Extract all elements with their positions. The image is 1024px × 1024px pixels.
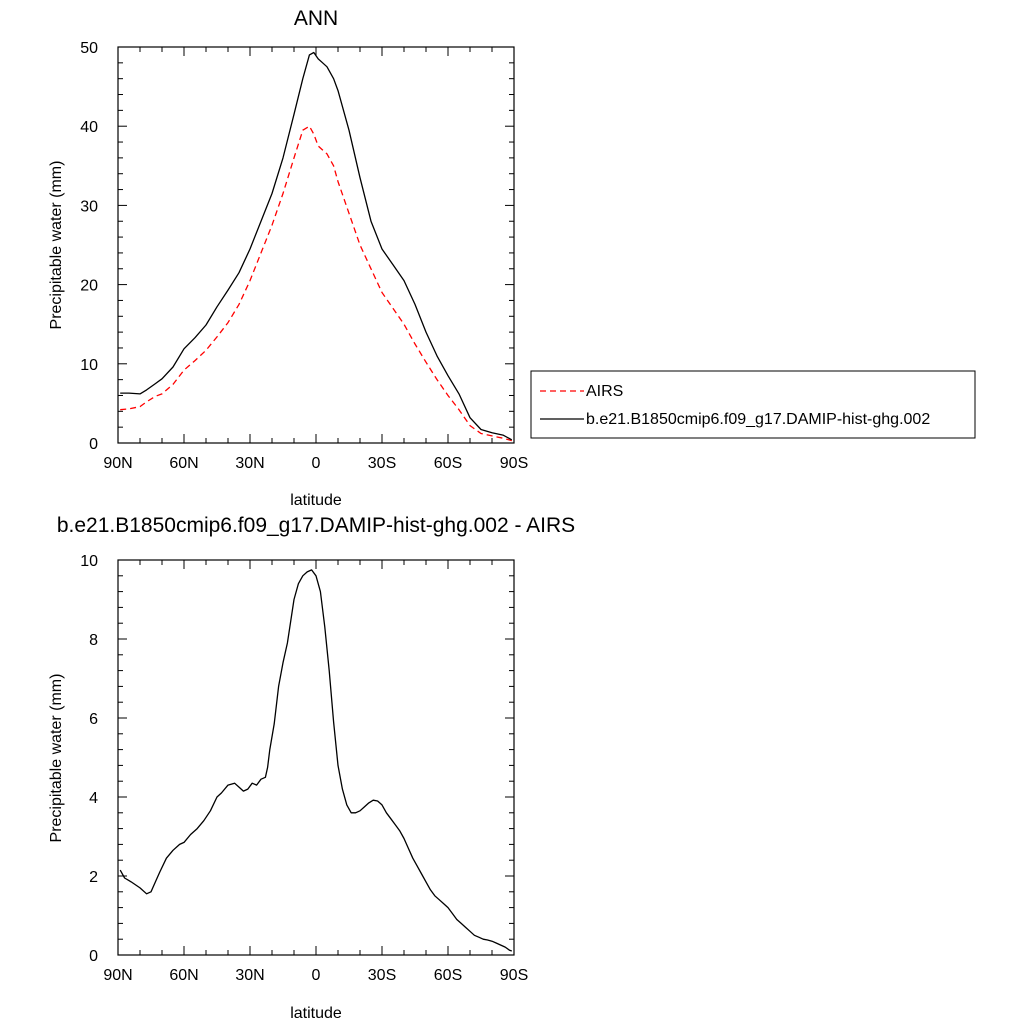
y-tick-label: 50 [80, 40, 98, 57]
legend: AIRS b.e21.B1850cmip6.f09_g17.DAMIP-hist… [530, 370, 976, 439]
series-line-0 [119, 569, 512, 952]
x-tick-label: 90S [500, 967, 528, 984]
y-tick-label: 4 [89, 790, 98, 807]
x-tick-label: 60S [434, 967, 462, 984]
x-tick-label: 0 [312, 455, 321, 472]
plot-frame [117, 559, 515, 956]
y-axis-label: Precipitable water (mm) [48, 674, 65, 843]
y-tick-label: 10 [80, 553, 98, 570]
y-tick-label: 30 [80, 198, 98, 215]
y-tick-label: 2 [89, 869, 98, 886]
y-axis-label: Precipitable water (mm) [48, 161, 65, 330]
legend-box [530, 370, 976, 439]
x-tick-label: 90S [500, 455, 528, 472]
chart-title: ANN [294, 7, 338, 30]
y-tick-label: 0 [89, 948, 98, 965]
y-tick-label: 0 [89, 436, 98, 453]
x-axis-label: latitude [290, 1005, 342, 1022]
x-tick-label: 60N [169, 455, 198, 472]
chart-title: b.e21.B1850cmip6.f09_g17.DAMIP-hist-ghg.… [57, 514, 575, 537]
series-line-1 [120, 51, 513, 441]
bottom-panel: b.e21.B1850cmip6.f09_g17.DAMIP-hist-ghg.… [48, 514, 575, 1022]
series-line-0 [120, 125, 512, 442]
x-tick-label: 30S [368, 967, 396, 984]
legend-label-airs: AIRS [586, 383, 623, 400]
plot-frame [117, 46, 515, 444]
x-tick-label: 90N [103, 455, 132, 472]
y-tick-label: 40 [80, 119, 98, 136]
legend-label-model: b.e21.B1850cmip6.f09_g17.DAMIP-hist-ghg.… [586, 411, 930, 428]
x-tick-label: 60N [169, 967, 198, 984]
y-tick-label: 8 [89, 632, 98, 649]
y-tick-label: 20 [80, 278, 98, 295]
x-tick-label: 60S [434, 455, 462, 472]
x-tick-label: 90N [103, 967, 132, 984]
x-tick-label: 30N [235, 455, 264, 472]
x-tick-label: 30N [235, 967, 264, 984]
y-tick-label: 10 [80, 357, 98, 374]
y-tick-label: 6 [89, 711, 98, 728]
x-tick-label: 0 [312, 967, 321, 984]
x-tick-label: 30S [368, 455, 396, 472]
top-panel: ANN latitude Precipitable water (mm) 90N… [48, 7, 528, 509]
x-axis-label: latitude [290, 492, 342, 509]
